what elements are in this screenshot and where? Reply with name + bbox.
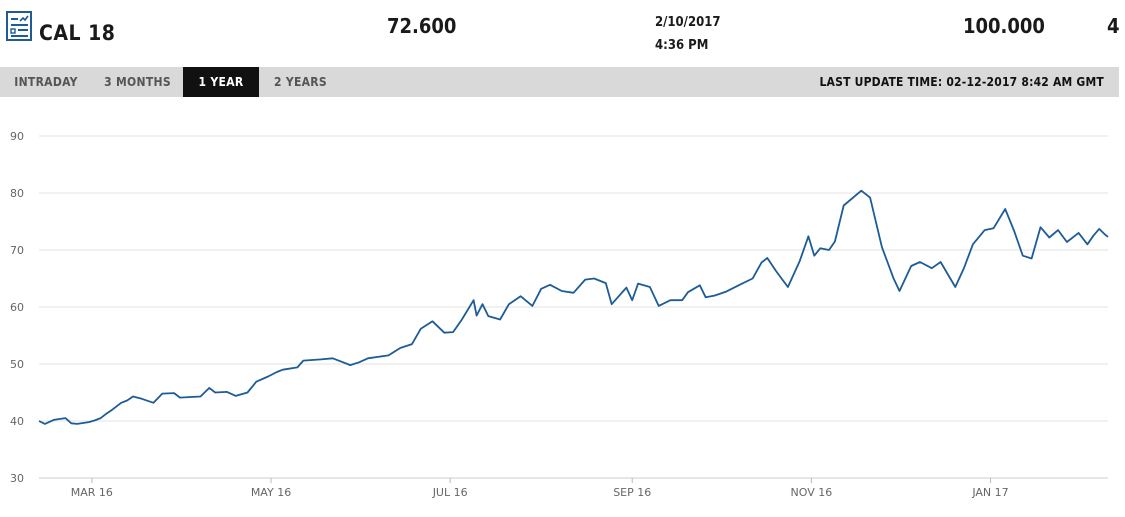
quote-datetime: 2/10/2017 4:36 PM (655, 11, 721, 57)
quote-time: 4:36 PM (655, 38, 709, 53)
price-chart[interactable]: 30 40 50 60 70 80 90 MAR 16 MAY 16 JUL 16 SEP 16 N… (0, 97, 1125, 517)
quote-value-3: 4 (1107, 14, 1120, 38)
x-tick-label: MAY 16 (251, 486, 291, 499)
tab-3-months[interactable]: 3 MONTHS (104, 75, 171, 89)
y-tick-label: 80 (10, 187, 24, 200)
x-tick-label: JAN 17 (971, 486, 1008, 499)
x-tick-label: JUL 16 (432, 486, 468, 499)
series-line-layer (38, 189, 1109, 425)
quote-header: CAL 18 72.600 2/10/2017 4:36 PM 100.000 … (0, 0, 1125, 67)
y-tick-label: 90 (10, 130, 24, 143)
x-tick-label: MAR 16 (71, 486, 113, 499)
tab-1-year[interactable]: 1 YEAR (183, 67, 259, 97)
y-tick-label: 70 (10, 244, 24, 257)
last-price: 72.600 (387, 14, 457, 38)
chart-list-icon[interactable] (6, 11, 32, 41)
grid-lines (39, 135, 1108, 479)
quote-date: 2/10/2017 (655, 15, 721, 30)
symbol-name: CAL 18 (39, 21, 116, 45)
y-tick-label: 30 (10, 472, 24, 485)
last-update-time: LAST UPDATE TIME: 02-12-2017 8:42 AM GMT (819, 75, 1104, 89)
y-axis-ticks: 30 40 50 60 70 80 90 (10, 130, 24, 485)
x-axis-ticks: MAR 16 MAY 16 JUL 16 SEP 16 NOV 16 JAN 17 (71, 478, 1009, 499)
series-line-0 (38, 189, 1109, 425)
x-tick-label: NOV 16 (791, 486, 833, 499)
y-tick-label: 60 (10, 301, 24, 314)
y-tick-label: 50 (10, 358, 24, 371)
x-tick-label: SEP 16 (613, 486, 651, 499)
range-tab-bar: INTRADAY 3 MONTHS 1 YEAR 2 YEARS LAST UP… (0, 67, 1119, 97)
tab-intraday[interactable]: INTRADAY (14, 75, 78, 89)
tab-2-years[interactable]: 2 YEARS (273, 75, 327, 89)
y-tick-label: 40 (10, 415, 24, 428)
quote-value-2: 100.000 (963, 14, 1045, 38)
